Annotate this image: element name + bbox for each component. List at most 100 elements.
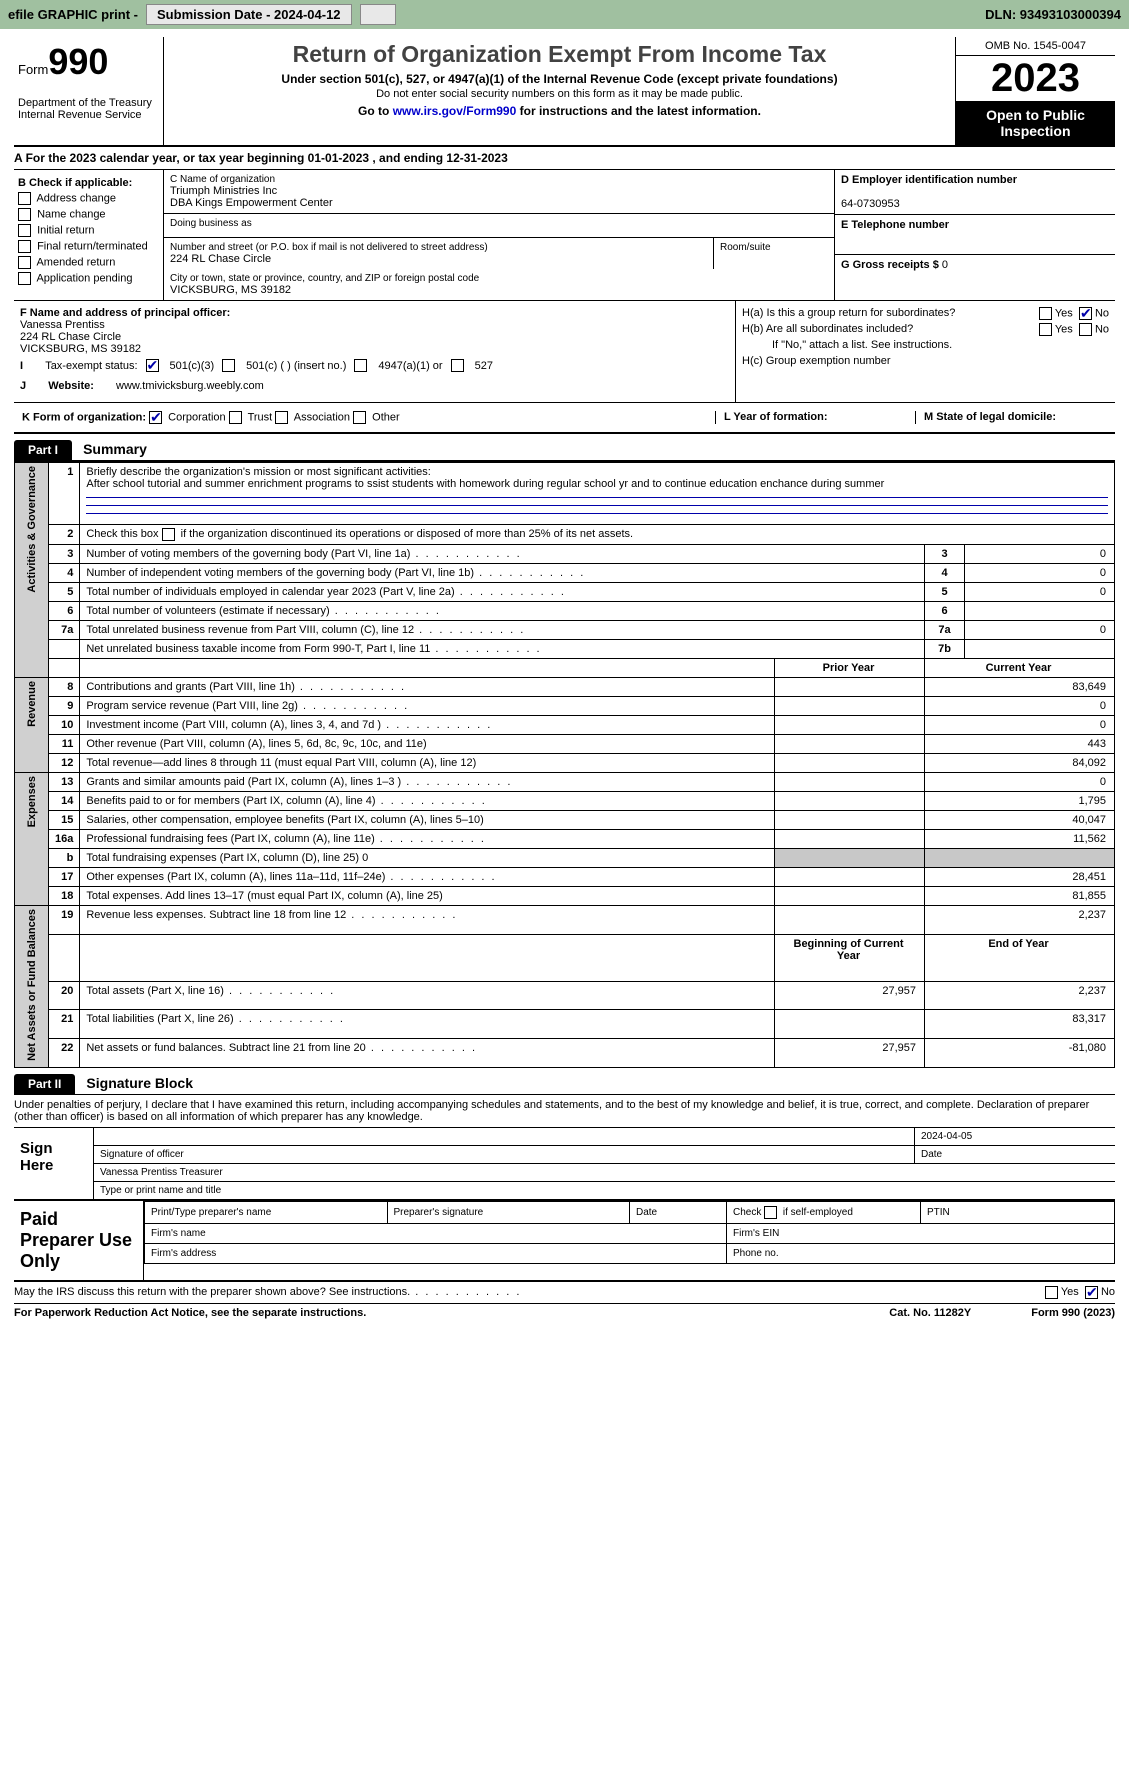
amended-return-checkbox[interactable] <box>18 256 31 269</box>
r10-text: Investment income (Part VIII, column (A)… <box>80 716 775 735</box>
officer-block: F Name and address of principal officer:… <box>20 307 729 355</box>
discuss-no-checkbox[interactable] <box>1085 1286 1098 1299</box>
discontinued-checkbox[interactable] <box>162 528 175 541</box>
hb-row: H(b) Are all subordinates included? Yes … <box>742 323 1109 335</box>
irs-link[interactable]: www.irs.gov/Form990 <box>393 104 517 118</box>
r22-cy: -81,080 <box>925 1039 1115 1068</box>
r7a-text: Total unrelated business revenue from Pa… <box>80 621 925 640</box>
gross-receipts-value: 0 <box>942 259 948 271</box>
r13-cy: 0 <box>925 773 1115 792</box>
discuss-yes-checkbox[interactable] <box>1045 1286 1058 1299</box>
r5-text: Total number of individuals employed in … <box>80 583 925 602</box>
self-employed-checkbox[interactable] <box>764 1206 777 1219</box>
part2-header: Part II Signature Block <box>14 1068 1115 1095</box>
r17-cy: 28,451 <box>925 868 1115 887</box>
submission-date-button[interactable]: Submission Date - 2024-04-12 <box>146 4 352 25</box>
r7a-val: 0 <box>965 621 1115 640</box>
501c-checkbox[interactable] <box>222 359 235 372</box>
r4-text: Number of independent voting members of … <box>80 564 925 583</box>
r12-cy: 84,092 <box>925 754 1115 773</box>
trust-checkbox[interactable] <box>229 411 242 424</box>
r3-text: Number of voting members of the governin… <box>80 545 925 564</box>
paid-date-label: Date <box>630 1201 727 1223</box>
discuss-row: May the IRS discuss this return with the… <box>14 1282 1115 1303</box>
r6-text: Total number of volunteers (estimate if … <box>80 602 925 621</box>
page-footer: For Paperwork Reduction Act Notice, see … <box>14 1303 1115 1319</box>
form-subtitle-2: Do not enter social security numbers on … <box>174 88 945 100</box>
tax-year: 2023 <box>956 56 1115 101</box>
r17-text: Other expenses (Part IX, column (A), lin… <box>80 868 775 887</box>
eoy-header: End of Year <box>925 934 1115 981</box>
r10-cy: 0 <box>925 716 1115 735</box>
r11-text: Other revenue (Part VIII, column (A), li… <box>80 735 775 754</box>
side-net-assets: Net Assets or Fund Balances <box>15 906 49 1068</box>
cat-number: Cat. No. 11282Y <box>889 1307 971 1319</box>
type-print-label: Type or print name and title <box>94 1182 1115 1199</box>
column-de: D Employer identification number 64-0730… <box>835 170 1115 300</box>
street-label: Number and street (or P.O. box if mail i… <box>170 242 707 253</box>
section-fhij: F Name and address of principal officer:… <box>14 301 1115 403</box>
efile-label: efile GRAPHIC print - <box>8 7 138 22</box>
dba-label: Doing business as <box>170 218 828 229</box>
4947-checkbox[interactable] <box>354 359 367 372</box>
paid-preparer-label: Paid Preparer Use Only <box>14 1201 144 1280</box>
r4-val: 0 <box>965 564 1115 583</box>
r14-text: Benefits paid to or for members (Part IX… <box>80 792 775 811</box>
r18-cy: 81,855 <box>925 887 1115 906</box>
side-expenses: Expenses <box>15 773 49 906</box>
form-number: Form990 <box>18 41 159 83</box>
address-change-checkbox[interactable] <box>18 192 31 205</box>
org-name-1: Triumph Ministries Inc <box>170 185 828 197</box>
other-checkbox[interactable] <box>353 411 366 424</box>
name-change-checkbox[interactable] <box>18 208 31 221</box>
final-return-checkbox[interactable] <box>18 240 31 253</box>
blank-button[interactable] <box>360 4 396 25</box>
sign-here-section: Sign Here 2024-04-05 Signature of office… <box>14 1127 1115 1201</box>
sig-officer-label: Signature of officer <box>94 1146 915 1164</box>
dln-label: DLN: 93493103000394 <box>985 7 1121 22</box>
initial-return-checkbox[interactable] <box>18 224 31 237</box>
ein-label: D Employer identification number <box>841 174 1017 186</box>
side-governance: Activities & Governance <box>15 463 49 678</box>
phone-label: E Telephone number <box>841 219 949 231</box>
current-year-header: Current Year <box>925 659 1115 678</box>
room-label: Room/suite <box>714 238 834 269</box>
r16b-text: Total fundraising expenses (Part IX, col… <box>80 849 775 868</box>
r19-text: Revenue less expenses. Subtract line 18 … <box>80 906 775 935</box>
city-value: VICKSBURG, MS 39182 <box>170 284 828 296</box>
r20-cy: 2,237 <box>925 981 1115 1010</box>
self-employed-cell: Check if self-employed <box>727 1201 921 1223</box>
501c3-checkbox[interactable] <box>146 359 159 372</box>
r12-text: Total revenue—add lines 8 through 11 (mu… <box>80 754 775 773</box>
firm-addr-label: Firm's address <box>145 1243 727 1263</box>
mission-text: After school tutorial and summer enrichm… <box>86 478 884 490</box>
column-c: C Name of organization Triumph Ministrie… <box>164 170 835 300</box>
r9-text: Program service revenue (Part VIII, line… <box>80 697 775 716</box>
corp-checkbox[interactable] <box>149 411 162 424</box>
r8-cy: 83,649 <box>925 678 1115 697</box>
firm-phone-label: Phone no. <box>727 1243 1115 1263</box>
527-checkbox[interactable] <box>451 359 464 372</box>
part1-header: Part I Summary <box>14 434 1115 462</box>
r6-val <box>965 602 1115 621</box>
hb-yes-checkbox[interactable] <box>1039 323 1052 336</box>
org-name-2: DBA Kings Empowerment Center <box>170 197 828 209</box>
r15-cy: 40,047 <box>925 811 1115 830</box>
form-title: Return of Organization Exempt From Incom… <box>174 41 945 68</box>
r5-val: 0 <box>965 583 1115 602</box>
hb-no-checkbox[interactable] <box>1079 323 1092 336</box>
r7b-val <box>965 640 1115 659</box>
year-formation-label: L Year of formation: <box>724 411 828 423</box>
r19-cy: 2,237 <box>925 906 1115 935</box>
ha-no-checkbox[interactable] <box>1079 307 1092 320</box>
city-label: City or town, state or province, country… <box>170 273 828 284</box>
ptin-label: PTIN <box>921 1201 1115 1223</box>
r22-text: Net assets or fund balances. Subtract li… <box>80 1039 775 1068</box>
sign-date: 2024-04-05 <box>915 1128 1115 1146</box>
assoc-checkbox[interactable] <box>275 411 288 424</box>
dept-label: Department of the Treasury Internal Reve… <box>18 97 159 121</box>
r3-val: 0 <box>965 545 1115 564</box>
application-pending-checkbox[interactable] <box>18 272 31 285</box>
r13-text: Grants and similar amounts paid (Part IX… <box>80 773 775 792</box>
ha-yes-checkbox[interactable] <box>1039 307 1052 320</box>
